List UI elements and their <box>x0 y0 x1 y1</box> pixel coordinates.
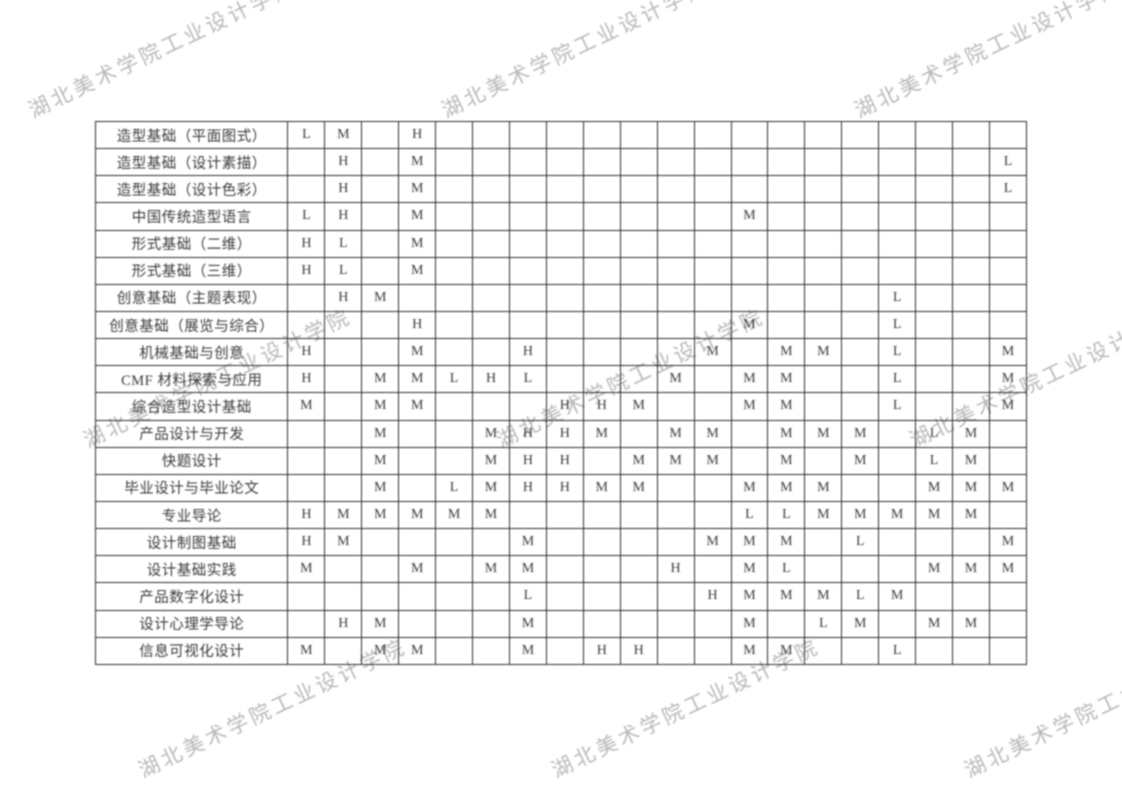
svg-text:湖北美术学院工业设计学院: 湖北美术学院工业设计学院 <box>851 0 1122 123</box>
svg-text:湖北美术学院工业设计学院: 湖北美术学院工业设计学院 <box>25 0 300 123</box>
svg-text:湖北美术学院工业设计学院: 湖北美术学院工业设计学院 <box>438 0 713 123</box>
